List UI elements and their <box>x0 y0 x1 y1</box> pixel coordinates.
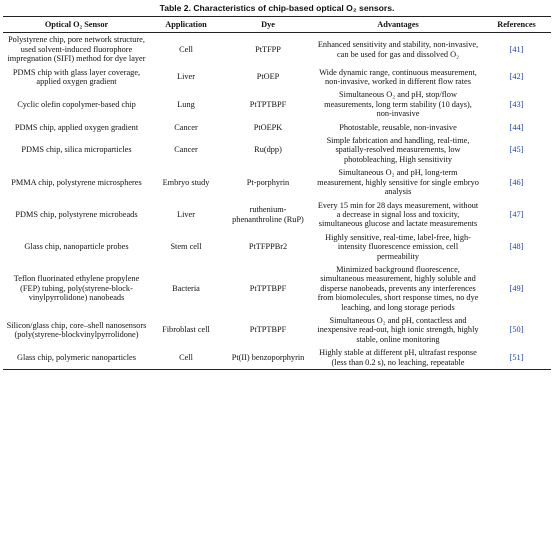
table-cell: Highly stable at different pH, ultrafast… <box>314 346 482 371</box>
table-body: Polystyrene chip, pore network structure… <box>3 33 551 371</box>
reference-cell: [47] <box>509 209 524 219</box>
reference-cell: [50] <box>509 325 524 335</box>
table-cell: Stem cell <box>170 242 202 252</box>
table-cell: Cell <box>179 44 193 54</box>
table-cell: Teflon fluorinated ethylene propylene (F… <box>13 274 140 303</box>
table-cell: Cyclic olefin copolymer-based chip <box>17 99 136 109</box>
table-cell: Simple fabrication and handling, real-ti… <box>326 136 470 164</box>
reference-cell: [49] <box>509 283 524 293</box>
table-row: PDMS chip with glass layer coverage, app… <box>3 66 551 89</box>
table-cell: PtTPTBPF <box>249 283 287 293</box>
reference-cell: [51] <box>482 346 551 371</box>
table-cell: Lung <box>177 99 195 109</box>
reference-cell: [42] <box>509 72 524 82</box>
table-cell: Silicon/glass chip, core–shell nanosenso… <box>6 320 147 340</box>
table-cell: PtTFPPBr2 <box>248 242 288 252</box>
table-cell: Enhanced sensitivity and stability, non-… <box>317 40 479 59</box>
reference-cell: [45] <box>509 145 524 155</box>
table-cell: PDMS chip, silica microparticles <box>21 145 132 155</box>
table-cell: PtOEPK <box>253 122 283 132</box>
table-cell: PDMS chip with glass layer coverage, app… <box>12 67 141 87</box>
table-cell: Cancer <box>174 122 198 132</box>
reference-cell: [44] <box>509 122 524 132</box>
table-cell: Bacteria <box>172 283 200 293</box>
table-cell: ruthenium-phenanthroline (RuP) <box>232 205 304 224</box>
table-row: PDMS chip, silica microparticles Cancer Ru… <box>3 134 551 166</box>
table-row: Polystyrene chip, pore network structure… <box>3 33 551 66</box>
table-caption: Table 2. Characteristics of chip-based o… <box>159 3 395 13</box>
table-cell: PDMS chip, polystyrene microbeads <box>15 209 138 219</box>
table-row: Cyclic olefin copolymer-based chip Lung Pt… <box>3 88 551 120</box>
table-cell: Ru(dpp) <box>254 145 282 155</box>
table-cell: Photostable, reusable, non-invasive <box>339 122 457 132</box>
table-cell: Pt(II) benzoporphyrin <box>222 346 314 371</box>
table-cell: PtOEP <box>256 72 280 82</box>
table: Optical O₂ Sensor Application Dye Advantage… <box>3 15 551 371</box>
table-cell: PMMA chip, polystyrene microspheres <box>11 177 142 187</box>
header-cell: Dye <box>222 15 314 34</box>
table-cell: Polystyrene chip, pore network structure… <box>7 35 146 64</box>
table-cell: Liver <box>177 72 195 82</box>
header-cell: References <box>482 15 551 34</box>
table-cell: Simultaneous O₂ and pH, contactless and … <box>317 315 479 344</box>
reference-cell: [48] <box>509 242 524 252</box>
table-row: PMMA chip, polystyrene microspheres Embry… <box>3 166 551 198</box>
reference-cell: [41] <box>509 44 524 54</box>
reference-cell: [43] <box>509 99 524 109</box>
header-cell: Optical O₂ Sensor <box>3 15 150 34</box>
header-cell: Application <box>150 15 222 34</box>
table-cell: Liver <box>177 209 195 219</box>
table-cell: PtTFPP <box>255 44 281 54</box>
table-row: Glass chip, nanoparticle probes Stem cell… <box>3 231 551 263</box>
table-cell: Simultaneous O₂ and pH, stop/flow measur… <box>324 90 472 119</box>
table-row: Silicon/glass chip, core–shell nanosenso… <box>3 314 551 346</box>
table-row: Teflon fluorinated ethylene propylene (F… <box>3 263 551 314</box>
table-row: Glass chip, polymeric nanoparticles Cell P… <box>3 346 551 371</box>
table-cell: Every 15 min for 28 days measurement, wi… <box>317 200 479 229</box>
table-cell: PtTPTBPF <box>249 99 287 109</box>
header-cell: Advantages <box>314 15 482 34</box>
table-cell: Highly sensitive, real-time, label-free,… <box>325 232 471 261</box>
table-cell: Fibroblast cell <box>162 325 210 335</box>
header-row: Optical O₂ Sensor Application Dye Advantage… <box>3 15 551 34</box>
table-cell: Wide dynamic range, continuous measureme… <box>319 67 477 87</box>
reference-cell: [46] <box>509 177 524 187</box>
table-cell: Cancer <box>174 145 198 155</box>
table-cell: Simultaneous O₂ and pH, long-term measur… <box>317 168 479 197</box>
table-cell: Minimized background fluorescence, simul… <box>317 264 479 312</box>
table-row: PDMS chip, applied oxygen gradient Cancer… <box>3 121 551 134</box>
table-cell: Cell <box>150 346 222 371</box>
table-cell: Glass chip, polymeric nanoparticles <box>3 346 150 371</box>
table-cell: PDMS chip, applied oxygen gradient <box>14 122 139 132</box>
table-cell: PtTPTBPF <box>249 325 287 335</box>
table-cell: Embryo study <box>162 177 210 187</box>
table-row: PDMS chip, polystyrene microbeads Liver ru… <box>3 199 551 231</box>
table-cell: Pt-porphyrin <box>246 177 290 187</box>
table-cell: Glass chip, nanoparticle probes <box>24 242 129 252</box>
